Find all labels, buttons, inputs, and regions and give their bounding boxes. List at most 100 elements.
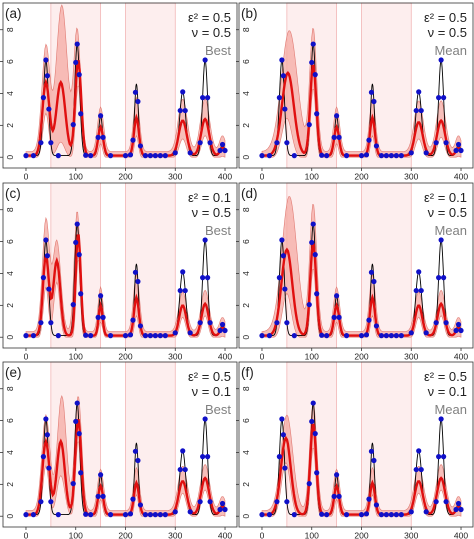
observation-point bbox=[276, 95, 282, 101]
y-tick-label: 6 bbox=[241, 239, 251, 244]
observation-point bbox=[46, 465, 52, 471]
observation-point bbox=[416, 269, 422, 275]
observation-point bbox=[200, 95, 206, 101]
observation-point bbox=[182, 466, 188, 473]
observation-point bbox=[319, 511, 325, 517]
observation-point bbox=[70, 481, 76, 487]
observation-point bbox=[177, 107, 183, 114]
observation-point bbox=[388, 512, 394, 518]
observation-point bbox=[310, 221, 316, 227]
x-tick-label: 100 bbox=[69, 352, 83, 362]
observation-point bbox=[44, 253, 50, 259]
observation-point bbox=[76, 431, 82, 437]
x-tick-label: 0 bbox=[24, 172, 29, 182]
y-tick-label: 6 bbox=[241, 59, 251, 64]
nu-label: ν = 0.5 bbox=[428, 25, 467, 40]
x-tick-label: 200 bbox=[354, 172, 368, 182]
panel-label: (a) bbox=[5, 6, 22, 21]
observation-point bbox=[177, 466, 183, 473]
observation-point bbox=[274, 320, 280, 326]
observation-point bbox=[46, 286, 52, 292]
x-tick-label: 300 bbox=[404, 172, 418, 182]
observation-point bbox=[453, 327, 459, 334]
observation-point bbox=[443, 320, 449, 326]
observation-point bbox=[38, 320, 44, 326]
observation-point bbox=[455, 321, 462, 328]
observation-point bbox=[73, 59, 79, 66]
observation-point bbox=[73, 418, 79, 425]
observation-point bbox=[132, 448, 139, 454]
observation-point bbox=[436, 95, 442, 101]
observation-point bbox=[280, 432, 286, 438]
observation-point bbox=[122, 153, 129, 159]
y-tick-label: 0 bbox=[241, 155, 251, 160]
panel-f: 0 100 200 300 400 0 2 4 6 8 (f) ε² = 0.5ν = 0.1 Mean bbox=[236, 361, 474, 539]
observation-point bbox=[200, 275, 206, 281]
observation-point bbox=[78, 470, 84, 476]
observation-point bbox=[441, 95, 447, 101]
observation-point bbox=[98, 472, 104, 478]
observation-point bbox=[207, 140, 213, 146]
observation-point bbox=[95, 134, 101, 140]
observation-point bbox=[182, 107, 188, 114]
observation-point bbox=[217, 147, 223, 154]
observation-point bbox=[284, 499, 290, 505]
observation-point bbox=[40, 454, 46, 460]
observation-point bbox=[413, 107, 419, 114]
observation-point bbox=[436, 454, 442, 460]
observation-point bbox=[157, 153, 163, 159]
y-tick-label: 8 bbox=[241, 386, 251, 391]
y-tick-label: 8 bbox=[241, 27, 251, 32]
observation-point bbox=[152, 512, 158, 518]
observation-point bbox=[127, 152, 134, 158]
observation-point bbox=[441, 275, 447, 281]
observation-point bbox=[458, 506, 464, 513]
observation-point bbox=[455, 500, 462, 507]
observation-point bbox=[312, 431, 318, 437]
observation-point bbox=[30, 333, 37, 339]
observation-point bbox=[137, 502, 144, 508]
observation-point bbox=[310, 41, 316, 47]
observation-point bbox=[76, 72, 82, 78]
observation-point bbox=[197, 499, 203, 505]
observation-point bbox=[373, 502, 380, 508]
observation-point bbox=[306, 122, 312, 128]
observation-point bbox=[162, 153, 168, 159]
observation-point bbox=[276, 454, 282, 460]
x-tick-label: 100 bbox=[69, 172, 83, 182]
observation-point bbox=[127, 332, 134, 338]
observation-point bbox=[162, 512, 168, 518]
observation-point bbox=[180, 269, 186, 275]
y-tick-label: 4 bbox=[241, 271, 251, 276]
observation-point bbox=[222, 506, 228, 513]
observation-point bbox=[46, 106, 52, 112]
observation-point bbox=[157, 333, 163, 339]
observation-point bbox=[135, 457, 141, 464]
observation-point bbox=[74, 221, 80, 227]
observation-point bbox=[266, 153, 273, 159]
observation-point bbox=[438, 237, 444, 243]
observation-point bbox=[393, 153, 399, 159]
observation-point bbox=[368, 89, 375, 95]
observation-point bbox=[455, 141, 462, 148]
observation-point bbox=[98, 293, 104, 299]
observation-point bbox=[279, 416, 285, 422]
observation-point bbox=[142, 333, 149, 339]
x-tick-label: 300 bbox=[168, 352, 182, 362]
epsilon-label: ε² = 0.5 bbox=[424, 369, 467, 384]
x-tick-label: 300 bbox=[404, 352, 418, 362]
observation-point bbox=[433, 320, 439, 326]
observation-point bbox=[366, 137, 372, 143]
observation-point bbox=[147, 333, 153, 339]
observation-point bbox=[219, 500, 226, 507]
observation-point bbox=[418, 287, 424, 294]
observation-point bbox=[142, 512, 149, 518]
observation-point bbox=[279, 57, 285, 63]
observation-point bbox=[38, 140, 44, 146]
x-tick-label: 400 bbox=[454, 531, 468, 539]
observation-point bbox=[207, 320, 213, 326]
observation-point bbox=[43, 57, 49, 63]
observation-point bbox=[55, 512, 61, 518]
observation-point bbox=[95, 493, 101, 499]
observation-point bbox=[336, 493, 342, 499]
